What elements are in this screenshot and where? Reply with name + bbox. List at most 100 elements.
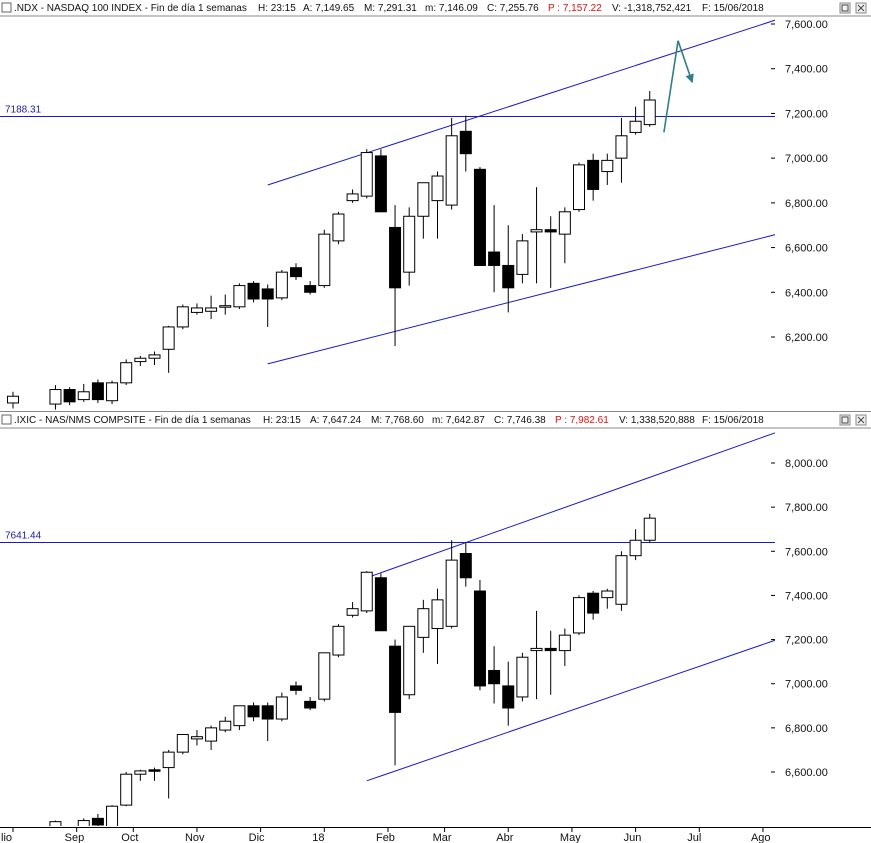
panel-ixic-candle-up	[573, 597, 585, 634]
panel-ndx-projection-arrowhead	[685, 73, 694, 84]
panel-ixic-candle-up	[176, 733, 189, 753]
panel-ixic-candle-up	[629, 539, 642, 557]
panel-ixic-candle	[290, 681, 302, 695]
x-axis-label: Dic	[249, 832, 265, 843]
panel-ndx-candle-up	[445, 135, 458, 206]
panel-ndx-close-icon[interactable]	[855, 2, 867, 14]
panel-ndx-candle	[558, 207, 571, 264]
panel-ndx-candle	[134, 356, 147, 367]
panel-ixic-candle-down	[544, 647, 557, 652]
panel-ndx-ytick-label: 6,800.00	[785, 198, 828, 210]
panel-ixic-maximize-icon[interactable]	[839, 414, 851, 426]
panel-ndx-candle-up	[516, 240, 529, 275]
panel-ndx-candle	[219, 294, 232, 315]
panel-ndx-header: .NDX - NASDAQ 100 INDEX - Fin de día 1 s…	[1, 2, 867, 14]
panel-ndx-candle	[120, 359, 133, 386]
x-axis-label: Jun	[624, 832, 642, 843]
panel-ixic-close-icon[interactable]	[855, 414, 867, 426]
panel-ndx-candle	[148, 351, 161, 365]
panel-ixic-level-label: 7641.44	[5, 531, 42, 542]
panel-ndx-candle	[261, 284, 274, 327]
panel-ndx-level-label: 7188.31	[5, 105, 42, 116]
panel-ixic-candle	[91, 813, 104, 826]
panel-ndx-candle	[176, 304, 189, 330]
panel-ixic-candle-up	[190, 736, 203, 740]
panel-ixic-candle	[516, 652, 529, 702]
panel-ndx-candle-up	[7, 395, 19, 404]
panel-ndx-candle-up	[134, 357, 147, 363]
panel-ndx-v: V: -1,318,752,421	[612, 3, 692, 14]
panel-ndx-candle	[403, 207, 416, 286]
panel-ndx-candle-down	[63, 389, 76, 403]
x-axis-label: May	[560, 832, 581, 843]
panel-ndx-candle-up	[219, 305, 232, 308]
panel-ixic-ytick-label: 7,200.00	[785, 635, 828, 647]
panel-ixic-menu-icon[interactable]	[1, 414, 12, 425]
panel-ndx-ytick-label: 6,400.00	[785, 287, 828, 299]
panel-ixic-candle-up	[77, 820, 90, 826]
panel-ndx-candle	[77, 383, 90, 402]
panel-ixic-candle-up	[275, 696, 288, 720]
panel-ndx-candle	[431, 171, 444, 239]
panel-ndx-candle-up	[148, 354, 161, 359]
panel-ixic-candle	[318, 652, 331, 702]
panel-ndx-candle	[587, 153, 600, 201]
panel-ixic-candle	[558, 628, 571, 667]
panel-ixic-candle-up	[403, 625, 416, 696]
panel-ixic-candle-up	[516, 656, 529, 698]
panel-ndx-candle	[7, 391, 19, 409]
panel-ndx-menu-icon[interactable]	[1, 2, 12, 13]
panel-ixic-candle-up	[431, 599, 444, 630]
panel-ixic-candle-down	[91, 817, 104, 826]
panel-ixic-candle-up	[49, 821, 62, 826]
panel-ndx: .NDX - NASDAQ 100 INDEX - Fin de día 1 s…	[0, 0, 871, 411]
panel-ndx-candle	[389, 205, 402, 346]
x-axis-label: Ago	[751, 832, 771, 843]
panel-ndx-candle	[205, 295, 218, 320]
x-axis-label: Jul	[687, 832, 701, 843]
panel-ixic-candle	[106, 805, 119, 826]
panel-ixic-candle-down	[389, 645, 402, 713]
panel-ndx-ytick-label: 7,600.00	[785, 19, 828, 31]
panel-ixic: .IXIC - NAS/NMS COMPSITE - Fin de día 1 …	[0, 414, 871, 826]
panel-ixic-candle-up	[417, 608, 430, 638]
panel-ixic-candle-up	[106, 805, 119, 826]
panel-ixic-candle	[275, 692, 288, 722]
panel-ndx-candle	[106, 380, 119, 405]
panel-ndx-candle-up	[318, 233, 331, 287]
panel-ndx-candle	[502, 225, 515, 313]
panel-ixic-candle-up	[445, 559, 458, 627]
panel-ndx-projection-path	[663, 40, 693, 133]
panel-ndx-candle	[445, 117, 458, 210]
panel-ixic-candle-down	[261, 705, 274, 720]
x-axis-label: Oct	[121, 832, 138, 843]
panel-ndx-mn: m: 7,146.09	[425, 3, 478, 14]
panel-ixic-candle	[374, 573, 387, 632]
panel-ixic-candle-down	[502, 685, 515, 709]
panel-ndx-p: P : 7,157.22	[548, 3, 602, 14]
panel-ixic-candle	[389, 639, 402, 766]
panel-ndx-candle-up	[233, 285, 246, 308]
panel-ndx-candle	[346, 189, 359, 203]
panel-ndx-ytick-label: 6,200.00	[785, 332, 828, 344]
panel-ixic-candle-down	[247, 705, 260, 718]
panel-ndx-m: M: 7,291.31	[364, 3, 417, 14]
panel-ndx-candle	[629, 106, 642, 135]
panel-ixic-ytick-label: 7,000.00	[785, 679, 828, 691]
panel-ndx-candle	[488, 205, 501, 293]
panel-ndx-candle-up	[332, 213, 345, 242]
x-axis-label: Nov	[185, 832, 205, 843]
panel-ndx-candle-up	[643, 99, 656, 126]
panel-ixic-candle	[148, 767, 161, 781]
panel-ndx-candle	[190, 303, 203, 315]
panel-ixic-channel-lower	[366, 639, 775, 782]
panel-ixic-candle-up	[558, 634, 571, 652]
panel-ixic-candle	[459, 542, 472, 587]
panel-ndx-candle-down	[290, 267, 302, 278]
panel-ixic-candle	[445, 540, 458, 629]
panel-ndx-candle	[332, 211, 345, 245]
panel-ndx-maximize-icon[interactable]	[839, 2, 851, 14]
panel-ixic-m: M: 7,768.60	[371, 415, 424, 426]
panel-ndx-f: F: 15/06/2018	[702, 3, 764, 14]
panel-ixic-candle-up	[346, 608, 359, 616]
